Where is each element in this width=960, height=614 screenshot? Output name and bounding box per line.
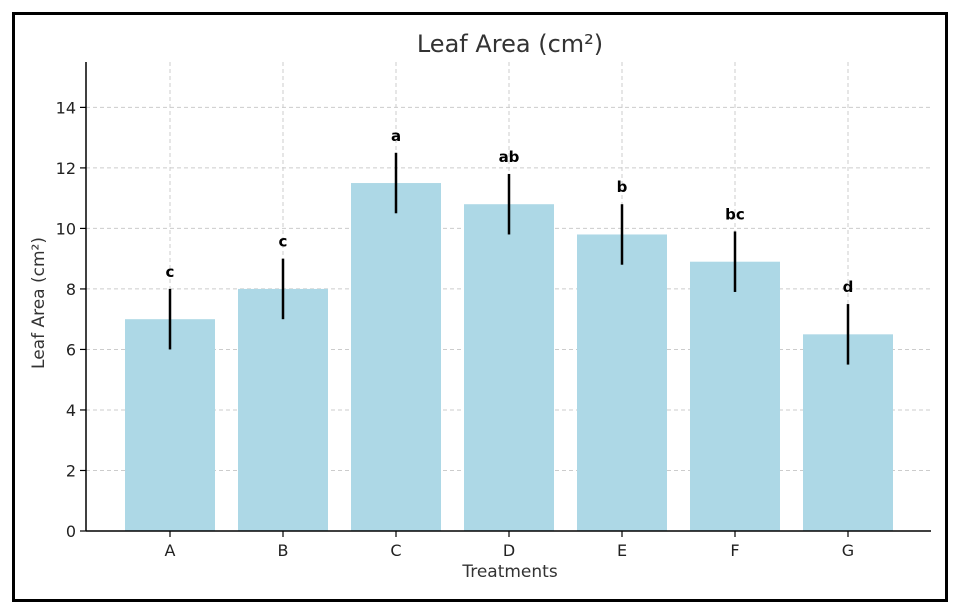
x-tick-label-C: C (390, 541, 401, 560)
significance-letter-F: bc (725, 205, 745, 223)
x-tick-label-D: D (503, 541, 515, 560)
y-tick-label: 14 (56, 98, 76, 117)
bar-chart: 0 2 4 6 8 10 12 14 c Ac Ba Cab Db Ebc Fd G Leaf Area (c… (29, 30, 931, 582)
x-tick-label-F: F (730, 541, 739, 560)
significance-letter-E: b (617, 178, 628, 196)
axis-layer (80, 62, 931, 537)
bar-C (351, 183, 441, 531)
error-bar-layer (168, 152, 850, 365)
bar-E (577, 234, 667, 532)
bar-B (238, 288, 328, 531)
significance-letter-D: ab (499, 148, 520, 166)
significance-letter-B: c (279, 233, 288, 251)
chart-title: Leaf Area (cm²) (417, 30, 603, 58)
x-tick-label-G: G (842, 541, 854, 560)
bar-layer (125, 183, 893, 532)
bar-D (464, 204, 554, 532)
y-tick-label: 4 (66, 401, 76, 420)
x-tick-label-B: B (278, 541, 289, 560)
significance-letter-A: c (166, 263, 175, 281)
x-tick-label-A: A (165, 541, 176, 560)
y-tick-label: 0 (66, 522, 76, 541)
y-tick-label: 2 (66, 461, 76, 480)
y-tick-label: 6 (66, 340, 76, 359)
x-axis-label: Treatments (461, 562, 558, 582)
y-tick-label: 12 (56, 159, 76, 178)
y-tick-label: 8 (66, 280, 76, 299)
y-tick-label: 10 (56, 219, 76, 238)
significance-letter-G: d (843, 278, 854, 296)
y-axis-label: Leaf Area (cm²) (29, 237, 49, 369)
label-layer: 0 2 4 6 8 10 12 14 c Ac Ba Cab Db Ebc Fd G (56, 98, 855, 560)
bar-G (803, 334, 893, 531)
x-tick-label-E: E (617, 541, 627, 560)
bar-A (125, 319, 215, 531)
bar-F (690, 261, 780, 531)
significance-letter-C: a (391, 127, 401, 145)
